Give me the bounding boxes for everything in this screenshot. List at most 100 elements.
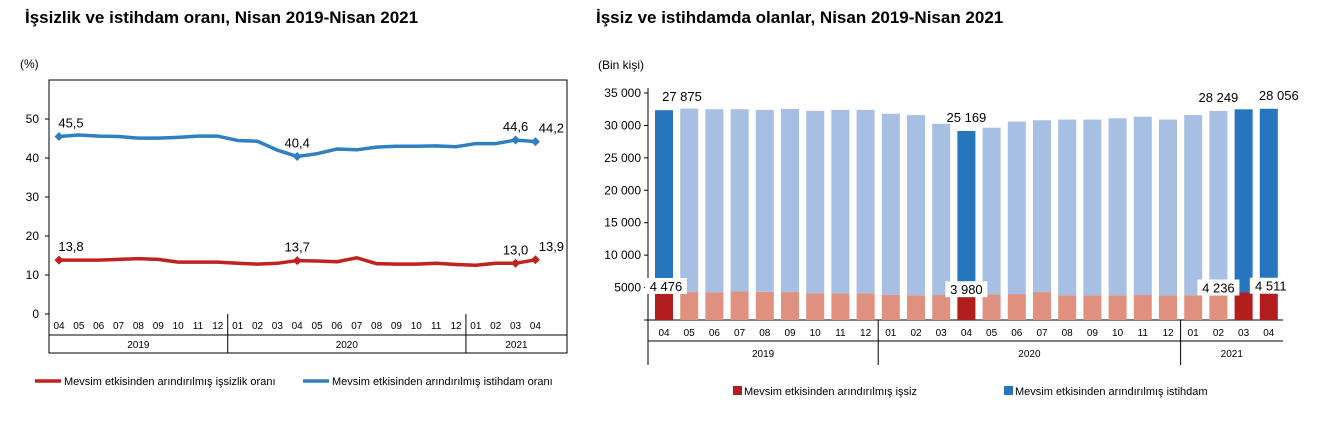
data-point — [54, 255, 64, 265]
bar-employed — [1058, 119, 1077, 296]
year-label: 2021 — [505, 340, 528, 351]
bar-unemployed — [1159, 295, 1177, 320]
bar-employed — [705, 109, 724, 293]
x-tick-label: 11 — [1138, 328, 1149, 339]
bar-unemployed — [1007, 294, 1026, 320]
data-label: 28 056 — [1259, 88, 1299, 103]
x-tick-label: 02 — [490, 321, 502, 332]
bar-employed — [1083, 119, 1102, 296]
bar-employed — [982, 127, 1001, 295]
x-tick-label: 01 — [885, 328, 897, 339]
bar-unemployed — [1259, 290, 1278, 320]
y-tick-label: 30 — [26, 190, 40, 204]
bar-unemployed — [680, 292, 699, 320]
bar-employed — [806, 110, 825, 294]
data-point — [292, 256, 302, 266]
bar-unemployed — [705, 292, 724, 320]
x-tick-label: 12 — [860, 328, 872, 339]
data-label: 13,7 — [285, 240, 310, 255]
x-tick-label: 05 — [986, 328, 998, 339]
bar-unemployed — [655, 290, 673, 320]
bar-unemployed — [881, 294, 900, 320]
legend-label: Mevsim etkisinden arındırılmış istihdam — [1015, 386, 1208, 398]
x-tick-label: 03 — [272, 321, 284, 332]
x-tick-label: 04 — [658, 328, 670, 339]
bar-employed — [1007, 121, 1026, 295]
x-tick-label: 07 — [1036, 328, 1048, 339]
data-point — [54, 132, 64, 142]
x-tick-label: 12 — [450, 321, 462, 332]
data-label: 13,9 — [539, 239, 564, 254]
data-label: 44,6 — [503, 119, 528, 134]
data-label: 27 875 — [662, 89, 702, 104]
x-tick-label: 04 — [530, 321, 542, 332]
x-tick-label: 09 — [391, 321, 403, 332]
data-label: 44,2 — [539, 121, 564, 136]
y-tick-label: 25 000 — [604, 151, 641, 165]
bar-employed — [856, 109, 875, 294]
y-tick-label: 30 000 — [604, 118, 641, 132]
legend-swatch — [733, 386, 742, 395]
legend-swatch — [1004, 386, 1013, 395]
bar-unemployed — [907, 295, 925, 320]
bar-unemployed — [932, 295, 951, 320]
bar-employed — [1033, 120, 1051, 293]
x-tick-label: 08 — [371, 321, 383, 332]
x-tick-label: 06 — [93, 321, 105, 332]
bar-employed — [730, 109, 749, 292]
x-tick-label: 09 — [784, 328, 796, 339]
x-tick-label: 01 — [232, 321, 244, 332]
y-tick-label: 5000 — [614, 281, 641, 295]
data-point — [530, 255, 540, 265]
data-point — [511, 135, 521, 145]
x-tick-label: 07 — [351, 321, 363, 332]
x-tick-label: 10 — [1112, 328, 1124, 339]
data-point — [292, 151, 302, 161]
x-tick-label: 05 — [684, 328, 696, 339]
data-label: 3 980 — [950, 282, 983, 297]
bar-employed — [881, 113, 900, 295]
data-label: 13,0 — [503, 242, 528, 257]
y-tick-label: 15 000 — [604, 216, 641, 230]
data-label-bg — [1197, 279, 1240, 296]
x-tick-label: 02 — [1213, 328, 1225, 339]
data-label: 4 236 — [1202, 281, 1235, 296]
x-tick-label: 08 — [1062, 328, 1074, 339]
x-tick-label: 03 — [510, 321, 522, 332]
year-label: 2020 — [1018, 349, 1041, 360]
data-label: 40,4 — [285, 135, 310, 150]
x-tick-label: 10 — [810, 328, 822, 339]
bar-employed — [831, 109, 850, 294]
data-label: 28 249 — [1199, 90, 1239, 105]
x-tick-label: 03 — [936, 328, 948, 339]
data-label: 45,5 — [58, 116, 83, 131]
y-tick-label: 20 000 — [604, 183, 641, 197]
legend-label: Mevsim etkisinden arındırılmış istihdam … — [332, 376, 553, 388]
data-label: 25 169 — [947, 110, 987, 125]
bar-employed — [1184, 115, 1203, 296]
x-tick-label: 04 — [1263, 328, 1275, 339]
bar-unemployed — [806, 293, 825, 320]
chart1-title: İşsizlik ve istihdam oranı, Nisan 2019-N… — [25, 8, 419, 27]
bar-unemployed — [1133, 295, 1152, 320]
bar-employed — [1234, 109, 1253, 293]
bar-employed — [1159, 119, 1177, 296]
y-tick-label: 20 — [26, 229, 40, 243]
bar-employed — [957, 130, 976, 295]
data-label-bg — [945, 281, 988, 298]
x-tick-label: 12 — [212, 321, 224, 332]
bar-unemployed — [982, 294, 1001, 320]
x-tick-label: 06 — [709, 328, 721, 339]
x-tick-label: 05 — [73, 321, 85, 332]
bar-unemployed — [1209, 292, 1228, 320]
bar-unemployed — [781, 292, 799, 320]
bar-employed — [907, 115, 925, 296]
x-tick-label: 07 — [734, 328, 746, 339]
year-label: 2021 — [1221, 349, 1244, 360]
y-tick-label: 40 — [26, 151, 40, 165]
y-tick-label: 35 000 — [604, 86, 641, 100]
bar-unemployed — [1234, 292, 1253, 320]
y-axis-unit: (Bin kişi) — [598, 58, 644, 72]
x-tick-label: 10 — [411, 321, 423, 332]
